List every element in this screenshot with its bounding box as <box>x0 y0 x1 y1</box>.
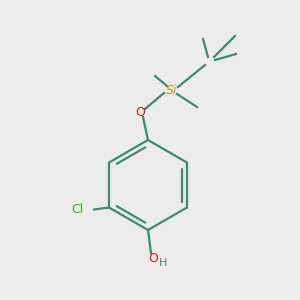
Text: H: H <box>159 258 167 268</box>
Text: Si: Si <box>166 83 178 97</box>
Text: O: O <box>148 251 158 265</box>
Text: Cl: Cl <box>71 203 83 216</box>
Text: O: O <box>135 106 145 118</box>
